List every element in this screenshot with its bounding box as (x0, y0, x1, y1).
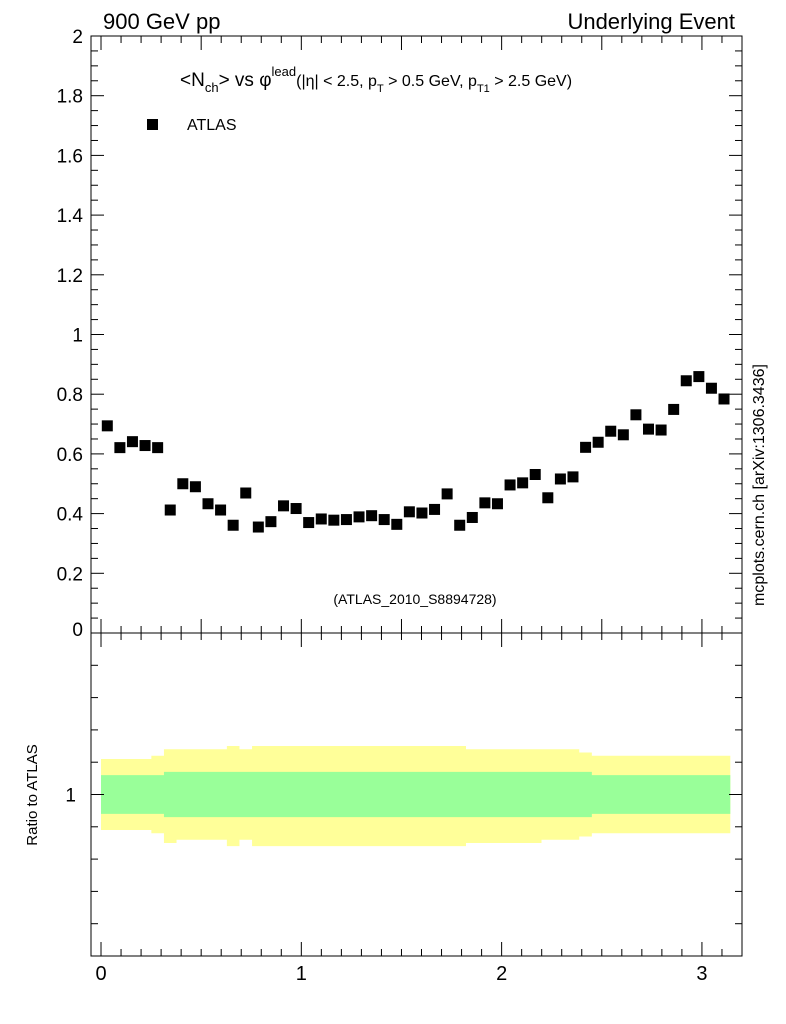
title-main: <N (180, 70, 205, 91)
ratio-ylabel: Ratio to ATLAS (24, 744, 41, 845)
data-point (529, 468, 541, 480)
data-point (441, 488, 453, 500)
data-point (567, 471, 579, 483)
ratio-xtick-label: 0 (95, 963, 106, 985)
data-point (542, 492, 554, 504)
title-cuts-1: (|η| < 2.5, p (296, 73, 377, 90)
data-point (642, 423, 654, 435)
data-point (265, 516, 277, 528)
data-point (189, 481, 201, 493)
data-point (353, 511, 365, 523)
ratio-frame (90, 632, 743, 957)
chart-title: <Nch> vs φlead(|η| < 2.5, pT > 0.5 GeV, … (180, 64, 572, 95)
main-ytick-label: 0.8 (57, 385, 83, 406)
ratio-band-stat (101, 771, 731, 818)
ratio-ytick-label: 1 (65, 786, 76, 807)
data-point (391, 518, 403, 530)
data-point (479, 497, 491, 509)
data-point (416, 507, 428, 519)
data-point (429, 503, 441, 515)
main-ytick-label: 0.4 (57, 505, 84, 526)
ratio-xtick-label: 3 (696, 963, 707, 985)
main-ytick-label: 1.2 (57, 266, 83, 287)
main-ytick-label: 1.8 (57, 87, 83, 108)
data-point (114, 442, 126, 454)
data-point (693, 371, 705, 383)
data-point (580, 441, 592, 453)
data-point (227, 519, 239, 531)
main-ytick-label: 1.4 (57, 206, 84, 227)
data-point (340, 514, 352, 526)
ratio-xtick-label: 1 (296, 963, 307, 985)
side-label: mcplots.cern.ch [arXiv:1306.3436] (751, 364, 768, 606)
data-point (126, 436, 138, 448)
data-point (655, 424, 667, 436)
data-point (718, 393, 730, 405)
data-point (139, 440, 151, 452)
data-point (378, 514, 390, 526)
header-right: Underlying Event (567, 9, 735, 34)
data-point (617, 429, 629, 441)
data-point (303, 517, 315, 529)
data-point (491, 498, 503, 510)
legend-label: ATLAS (187, 117, 237, 134)
data-point (278, 500, 290, 512)
main-ytick-label: 0 (72, 620, 83, 641)
data-point (466, 511, 478, 523)
main-data-layer (101, 371, 730, 533)
ratio-bands (101, 746, 731, 847)
data-point (240, 487, 252, 499)
data-point (252, 521, 264, 533)
data-point (705, 382, 717, 394)
data-point (177, 478, 189, 490)
data-point (328, 514, 340, 526)
title-cuts-3: > 2.5 GeV) (490, 73, 572, 90)
data-point (554, 473, 566, 485)
title-cuts-sub-2: T1 (477, 83, 490, 95)
data-point (592, 436, 604, 448)
data-point (366, 510, 378, 522)
data-point (680, 375, 692, 387)
data-point (215, 504, 227, 516)
title-cuts-sub-1: T (377, 83, 384, 95)
data-point (101, 420, 113, 432)
analysis-watermark: (ATLAS_2010_S8894728) (333, 591, 496, 607)
ratio-axes: 1 0 1 2 3 (65, 632, 743, 985)
main-ytick-label: 0.2 (57, 564, 83, 585)
data-point (454, 519, 466, 531)
data-point (517, 477, 529, 489)
data-point (403, 506, 415, 518)
title-lead-sup: lead (272, 64, 297, 79)
data-point (630, 409, 642, 421)
ratio-panel: 1 0 1 2 3 Ratio to ATLAS (24, 632, 743, 985)
ratio-xtick-label: 2 (496, 963, 507, 985)
title-vs: > vs φ (219, 70, 272, 91)
data-point (668, 403, 680, 415)
main-ytick-label: 2 (72, 27, 83, 48)
data-point (202, 498, 214, 510)
main-ytick-label: 1.6 (57, 146, 83, 167)
data-point (315, 513, 327, 525)
title-main-sub: ch (205, 80, 219, 95)
main-ytick-label: 1 (72, 326, 83, 347)
title-cuts-2: > 0.5 GeV, p (384, 73, 477, 90)
legend-marker (147, 119, 158, 130)
main-ytick-label: 0.6 (57, 445, 83, 466)
data-point (605, 425, 617, 437)
data-point (152, 442, 164, 454)
header-left: 900 GeV pp (103, 9, 220, 34)
data-point (504, 479, 516, 491)
data-point (164, 504, 176, 516)
data-point (290, 503, 302, 515)
main-panel: 0 0.2 0.4 0.6 0.8 1 1.2 1.4 1.6 1.8 2 <Nch> vs φle… (57, 27, 743, 641)
main-axes: 0 0.2 0.4 0.6 0.8 1 1.2 1.4 1.6 1.8 2 (57, 27, 743, 641)
